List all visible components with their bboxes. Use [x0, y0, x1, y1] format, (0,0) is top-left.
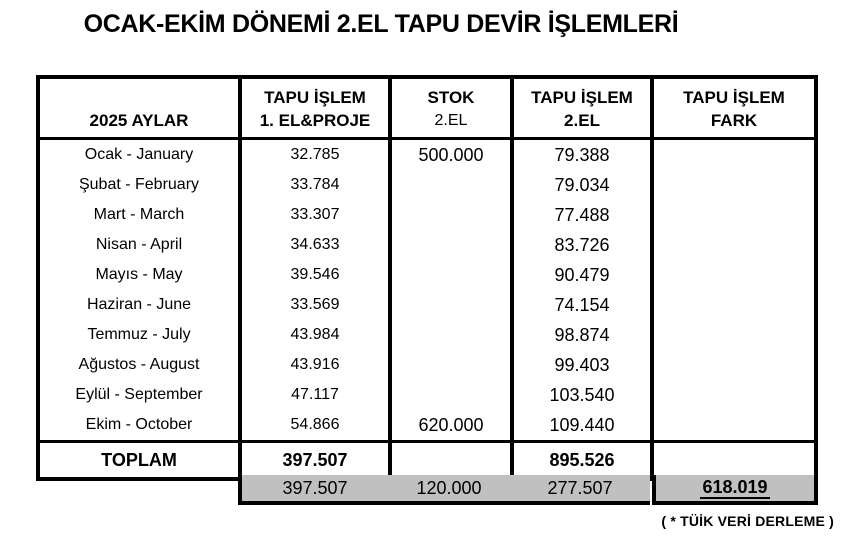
diff-cell [654, 380, 814, 410]
data-table: 2025 AYLAR TAPU İŞLEM 1. EL&PROJE STOK 2… [36, 75, 818, 481]
summary-second-hand-cell: 277.507 [547, 477, 613, 498]
table-row: Mayıs - May 39.546 90.479 [40, 260, 814, 290]
stock-cell [392, 260, 514, 290]
header-stock-line1: STOK [427, 88, 475, 107]
month-cell: Mayıs - May [40, 260, 242, 290]
first-hand-cell: 43.984 [242, 320, 392, 350]
table-row: Mart - March 33.307 77.488 [40, 200, 814, 230]
table-row: Şubat - February 33.784 79.034 [40, 170, 814, 200]
total-second-hand-cell: 895.526 [514, 443, 654, 477]
summary-first-hand-cell: 397.507 [282, 477, 348, 498]
stock-cell [392, 290, 514, 320]
header-diff-line1: TAPU İŞLEM [683, 88, 785, 107]
second-hand-cell: 79.034 [514, 170, 654, 200]
table-row: Ocak - January 32.785 500.000 79.388 [40, 140, 814, 170]
stock-cell [392, 170, 514, 200]
diff-cell [654, 170, 814, 200]
summary-gray-band: 397.507 120.000 277.507 [238, 475, 650, 505]
header-second-hand-line1: TAPU İŞLEM [531, 88, 633, 107]
first-hand-cell: 32.785 [242, 140, 392, 170]
month-cell: Şubat - February [40, 170, 242, 200]
header-first-hand-line2: 1. EL&PROJE [259, 111, 371, 130]
first-hand-cell: 43.916 [242, 350, 392, 380]
header-cell-stock: STOK 2.EL [392, 79, 514, 137]
header-cell-months: 2025 AYLAR [40, 79, 242, 137]
month-cell: Haziran - June [40, 290, 242, 320]
second-hand-cell: 79.388 [514, 140, 654, 170]
first-hand-cell: 54.866 [242, 410, 392, 440]
total-stock-cell [392, 443, 514, 477]
month-cell: Eylül - September [40, 380, 242, 410]
header-months-label: 2025 AYLAR [89, 111, 189, 130]
second-hand-cell: 74.154 [514, 290, 654, 320]
table-row: Ekim - October 54.866 620.000 109.440 [40, 410, 814, 440]
second-hand-cell: 77.488 [514, 200, 654, 230]
stock-cell [392, 200, 514, 230]
month-cell: Ağustos - August [40, 350, 242, 380]
stock-cell [392, 350, 514, 380]
month-cell: Ekim - October [40, 410, 242, 440]
first-hand-cell: 33.307 [242, 200, 392, 230]
diff-cell [654, 350, 814, 380]
stock-cell: 620.000 [392, 410, 514, 440]
summary-diff-cell: 618.019 [652, 475, 818, 505]
diff-cell [654, 140, 814, 170]
second-hand-cell: 103.540 [514, 380, 654, 410]
first-hand-cell: 39.546 [242, 260, 392, 290]
first-hand-cell: 34.633 [242, 230, 392, 260]
table-row: Temmuz - July 43.984 98.874 [40, 320, 814, 350]
header-cell-first-hand: TAPU İŞLEM 1. EL&PROJE [242, 79, 392, 137]
stock-cell [392, 380, 514, 410]
header-cell-second-hand: TAPU İŞLEM 2.EL [514, 79, 654, 137]
month-cell: Ocak - January [40, 140, 242, 170]
diff-cell [654, 260, 814, 290]
header-diff-line2: FARK [710, 111, 758, 130]
table-row: Ağustos - August 43.916 99.403 [40, 350, 814, 380]
header-cell-diff: TAPU İŞLEM FARK [654, 79, 814, 137]
total-diff-cell [654, 443, 814, 477]
diff-cell [654, 290, 814, 320]
page-title: OCAK-EKİM DÖNEMİ 2.EL TAPU DEVİR İŞLEMLE… [83, 10, 679, 38]
second-hand-cell: 83.726 [514, 230, 654, 260]
second-hand-cell: 98.874 [514, 320, 654, 350]
header-stock-line2: 2.EL [434, 112, 468, 129]
first-hand-cell: 47.117 [242, 380, 392, 410]
second-hand-cell: 99.403 [514, 350, 654, 380]
month-cell: Mart - March [40, 200, 242, 230]
footnote: ( * TÜİK VERİ DERLEME ) [661, 513, 834, 529]
month-cell: Nisan - April [40, 230, 242, 260]
summary-row: 397.507 120.000 277.507 618.019 [238, 475, 818, 505]
stock-cell: 500.000 [392, 140, 514, 170]
total-first-hand-cell: 397.507 [242, 443, 392, 477]
diff-cell [654, 200, 814, 230]
diff-cell [654, 410, 814, 440]
summary-stock-cell: 120.000 [416, 477, 482, 498]
table-row: Nisan - April 34.633 83.726 [40, 230, 814, 260]
total-row: TOPLAM 397.507 895.526 [40, 440, 814, 477]
second-hand-cell: 90.479 [514, 260, 654, 290]
header-first-hand-line1: TAPU İŞLEM [264, 88, 366, 107]
table-row: Eylül - September 47.117 103.540 [40, 380, 814, 410]
first-hand-cell: 33.569 [242, 290, 392, 320]
total-label-cell: TOPLAM [40, 443, 242, 477]
header-second-hand-line2: 2.EL [564, 111, 600, 130]
month-cell: Temmuz - July [40, 320, 242, 350]
stock-cell [392, 230, 514, 260]
diff-cell [654, 230, 814, 260]
diff-cell [654, 320, 814, 350]
table-row: Haziran - June 33.569 74.154 [40, 290, 814, 320]
second-hand-cell: 109.440 [514, 410, 654, 440]
summary-diff-value: 618.019 [700, 477, 770, 499]
first-hand-cell: 33.784 [242, 170, 392, 200]
stock-cell [392, 320, 514, 350]
table-header-row: 2025 AYLAR TAPU İŞLEM 1. EL&PROJE STOK 2… [40, 79, 814, 140]
table-body: Ocak - January 32.785 500.000 79.388 Şub… [40, 140, 814, 440]
